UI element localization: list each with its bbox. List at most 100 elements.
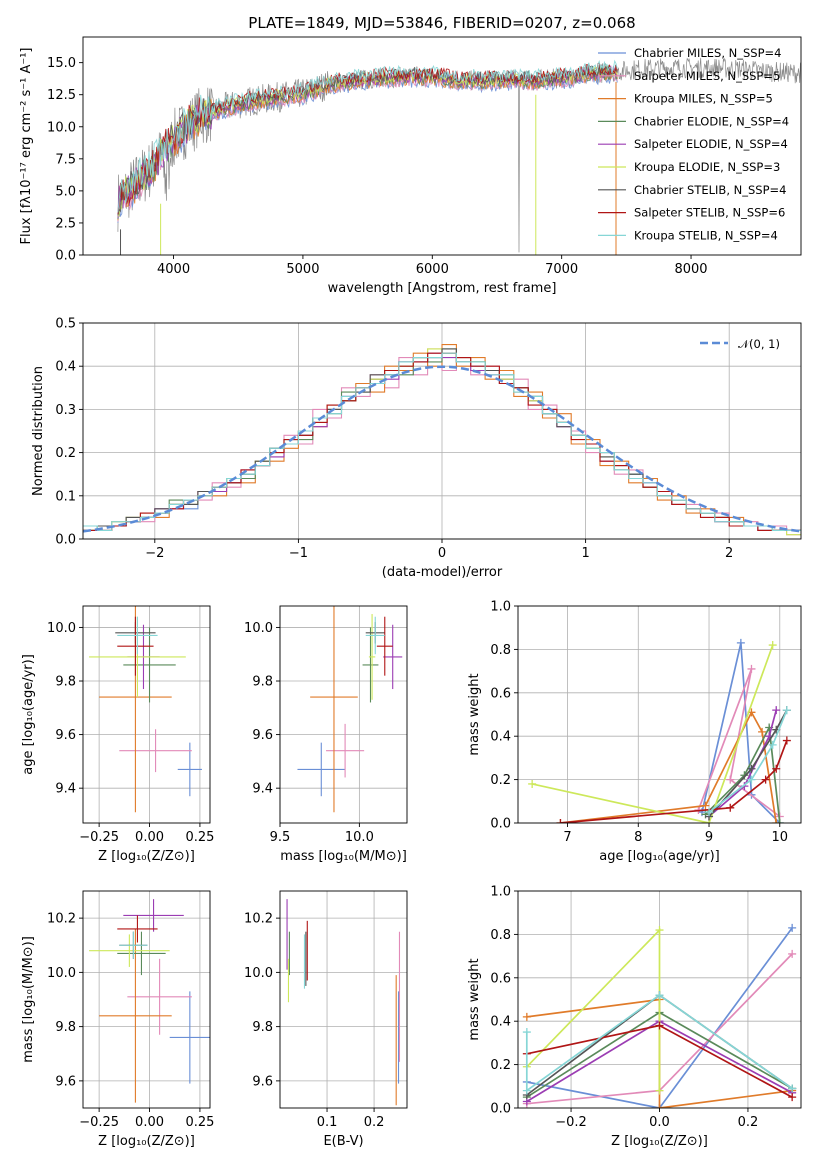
x-tick-label: 9: [705, 830, 713, 845]
x-axis-label: age [log₁₀(age/yr)]: [599, 849, 720, 864]
grid: [279, 606, 407, 823]
y-tick-label: 2.5: [55, 216, 76, 231]
weight-marker: [772, 764, 781, 773]
axes-frame: [279, 890, 408, 1109]
y-tick-label: 15.0: [47, 56, 76, 71]
error-bar-9: [365, 616, 385, 655]
x-tick-label: 0.1: [317, 1115, 338, 1130]
panel-age-vs-Z: −0.25 0.00 0.25 9.4 9.6 9.8 10.0 Z [log₁₀(Z/Z⊙)…: [21, 605, 214, 864]
error-bar-8: [376, 616, 393, 676]
panel-mass-vs-Z: −0.25 0.00 0.25 9.6 9.8 10.0 10.2 Z [log₁₀(Z/Z⊙…: [21, 890, 214, 1149]
error-bar-4: [123, 627, 176, 703]
weight-marker: [761, 775, 770, 784]
error-bar-2: [326, 723, 365, 778]
error-bar-1: [169, 991, 210, 1084]
axes-frame: [517, 605, 802, 824]
x-tick-label: 0.2: [364, 1115, 385, 1130]
x-tick-label: 6000: [416, 262, 449, 277]
error-bar-9: [119, 931, 148, 959]
weight-marker: [528, 779, 537, 788]
x-axis-label: Z [log₁₀(Z/Z⊙)]: [98, 1134, 195, 1149]
weight-marker: [788, 923, 797, 932]
y-tick-label: 9.8: [252, 1020, 273, 1035]
weight-marker: [782, 736, 791, 745]
plot-area: [286, 899, 401, 1106]
axes-frame: [82, 890, 211, 1109]
error-bar-3: [310, 606, 358, 813]
error-bar-2: [119, 729, 192, 773]
weight-marker: [768, 641, 777, 650]
weight-series-9: [705, 706, 791, 817]
legend-entry: Salpeter STELIB, N_SSP=6: [634, 206, 785, 220]
y-axis-label: mass [log₁₀(M/M⊙)]: [21, 936, 36, 1063]
weight-series-9: [522, 991, 797, 1095]
x-tick-label: 9.5: [270, 830, 291, 845]
plot-area: [528, 638, 791, 823]
y-tick-label: 0.2: [490, 1058, 511, 1073]
y-tick-label: 9.6: [55, 728, 76, 743]
y-tick-label: 9.4: [55, 782, 76, 797]
legend-entry: Chabrier MILES, N_SSP=4: [634, 46, 781, 60]
x-tick-label: −0.25: [79, 830, 119, 845]
grid: [280, 891, 407, 1108]
weight-marker: [726, 775, 735, 784]
y-tick-label: 0.0: [490, 817, 511, 832]
y-tick-label: 0.4: [490, 1015, 511, 1030]
y-tick-label: 0.4: [490, 730, 511, 745]
y-tick-label: 0.2: [55, 446, 76, 461]
x-axis-label: E(B-V): [323, 1134, 363, 1149]
grid: [83, 606, 210, 823]
panel-age-vs-mass: 9.5 10.0 9.4 9.6 9.8 10.0 mass [log₁₀(M/M⊙)]: [244, 605, 408, 864]
x-tick-label: 1: [581, 546, 589, 561]
y-tick-label: 0.8: [490, 643, 511, 658]
x-tick-label: 2: [725, 546, 733, 561]
weight-marker: [788, 1093, 797, 1102]
legend-entry: Chabrier STELIB, N_SSP=4: [634, 183, 786, 197]
y-tick-label: 1.0: [490, 600, 511, 615]
x-tick-label: 0.00: [135, 1115, 164, 1130]
error-bar-5: [383, 624, 403, 690]
y-tick-label: 0.3: [55, 403, 76, 418]
x-tick-label: −0.25: [79, 1115, 119, 1130]
y-tick-label: 0.6: [490, 971, 511, 986]
y-axis-label: mass weight: [467, 673, 482, 755]
legend-entry: 𝒩(0, 1): [738, 337, 780, 351]
weight-marker: [788, 949, 797, 958]
weight-marker: [768, 740, 777, 749]
weight-marker: [655, 991, 664, 1000]
x-tick-label: 0: [438, 546, 446, 561]
error-bar-5: [123, 899, 184, 932]
y-tick-label: 1.0: [490, 885, 511, 900]
plot-area: [117, 57, 801, 255]
weight-marker: [788, 1084, 797, 1093]
x-tick-label: −2: [145, 546, 164, 561]
weight-marker: [655, 926, 664, 935]
y-tick-label: 0.2: [490, 773, 511, 788]
model-fit-9: [117, 59, 618, 213]
weight-marker: [556, 819, 565, 823]
y-tick-label: 0.0: [55, 533, 76, 548]
y-tick-label: 0.0: [490, 1102, 511, 1117]
legend: Chabrier MILES, N_SSP=4 Salpeter MILES, N…: [598, 46, 789, 242]
error-bar-1: [297, 742, 346, 797]
normal-curve: [83, 365, 801, 533]
weight-marker: [726, 803, 735, 812]
y-tick-label: 10.0: [244, 621, 273, 636]
weight-marker: [655, 1021, 664, 1030]
error-bar-9: [117, 616, 158, 655]
y-axis-label: mass weight: [467, 958, 482, 1040]
y-tick-label: 10.0: [47, 966, 76, 981]
error-bar-6: [368, 614, 376, 700]
y-axis-label: age [log₁₀(age/yr)]: [21, 654, 36, 775]
y-tick-label: 0.8: [490, 928, 511, 943]
weight-marker: [522, 1086, 531, 1095]
weight-marker: [522, 1028, 531, 1037]
x-axis-label: wavelength [Angstrom, rest frame]: [328, 281, 557, 296]
y-tick-label: 9.4: [252, 782, 273, 797]
panel-weight-vs-age: 7 8 9 10 0.0 0.2 0.4 0.6 0.8 1.0 age [log₁₀(age/yr…: [467, 600, 802, 864]
chart-title: PLATE=1849, MJD=53846, FIBERID=0207, z=0…: [248, 14, 635, 32]
y-tick-label: 0.5: [55, 317, 76, 332]
x-tick-label: 0.25: [185, 1115, 214, 1130]
error-bar-2: [127, 958, 192, 1035]
